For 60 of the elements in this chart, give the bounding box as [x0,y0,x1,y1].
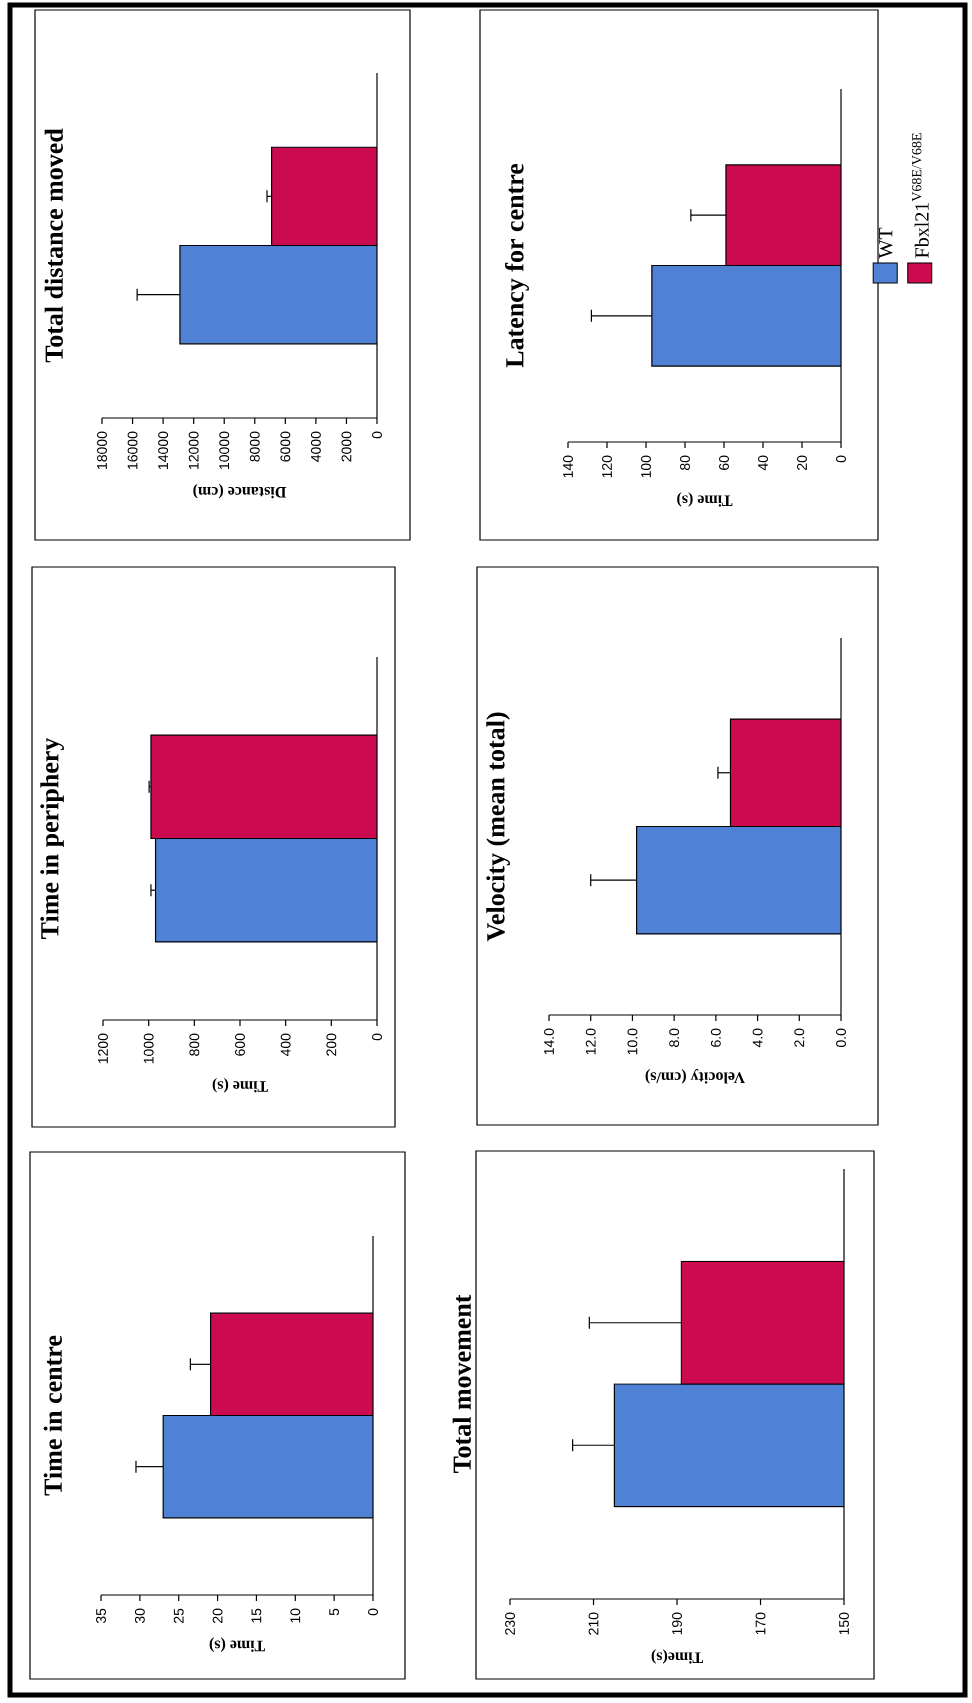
x-tick-label: 120 [602,455,612,478]
text: Latency for centre [505,163,529,368]
x-tick-label: 8000 [249,431,260,462]
x-tick-label: 800 [189,1033,200,1056]
x-tick-label: 80 [680,455,690,471]
x-tick-label: 5 [329,1608,340,1616]
text: Fbxl21$^{V68E/V68E}$ [911,133,929,258]
x-tick-label: 6.0 [710,1028,721,1047]
x-tick-label: 190 [672,1612,682,1635]
text: Total movement [452,1294,471,1474]
x-tick-label: 14000 [158,431,169,469]
x-tick-label: 15 [251,1608,262,1623]
x-tick-label: 0 [372,431,382,439]
x-tick-label: 0 [372,1033,382,1041]
x-axis-title: Time (s) [677,492,733,507]
text: Time in periphery [40,737,64,939]
x-tick-label: 10 [290,1608,301,1623]
x-tick-label: 100 [641,455,651,478]
x-tick-label: 8.0 [669,1028,680,1047]
x-tick-label: 16000 [127,431,138,469]
x-tick-label: 4.0 [752,1028,763,1048]
x-tick-label: 10000 [219,431,230,469]
x-tick-label: 18000 [97,431,107,469]
x-tick-label: 210 [588,1612,599,1635]
x-tick-label: 2000 [341,431,352,462]
x-tick-label: 170 [755,1612,766,1635]
x-tick-label: 230 [505,1612,515,1635]
x-tick-label: 0.0 [836,1028,846,1047]
x-tick-label: 2.0 [794,1028,805,1047]
x-tick-label: 14.0 [544,1028,554,1055]
x-tick-label: 35 [96,1608,106,1624]
x-tick-label: 10.0 [627,1028,638,1055]
x-tick-label: 30 [134,1608,145,1624]
x-tick-label: 400 [280,1033,291,1057]
x-tick-label: 12.0 [585,1028,596,1055]
x-tick-label: 40 [758,455,768,471]
x-tick-label: 4000 [310,431,321,462]
x-axis-title: Velocity (cm/s) [645,1069,745,1084]
x-tick-label: 0 [368,1608,378,1616]
text: WT [879,227,893,259]
x-axis-title: Time (s) [209,1637,265,1652]
x-tick-label: 200 [326,1033,337,1056]
x-tick-label: 6000 [280,431,291,462]
x-tick-label: 600 [235,1033,245,1056]
x-tick-label: 0 [836,455,846,463]
x-tick-label: 12000 [188,431,199,469]
x-tick-label: 60 [719,455,729,470]
x-axis-title: Distance (cm) [193,483,287,499]
x-tick-label: 1200 [98,1033,108,1064]
x-tick-label: 20 [797,455,807,470]
x-tick-label: 25 [173,1608,184,1623]
x-axis-title: Time (s) [212,1077,268,1093]
text: Velocity (mean total) [486,712,510,942]
text: Total distance moved [44,128,63,363]
x-tick-label: 1000 [143,1033,154,1064]
x-axis-title: Time(s) [651,1649,703,1664]
x-tick-label: 20 [212,1608,223,1623]
text: Time in centre [43,1335,62,1496]
x-tick-label: 140 [563,455,573,478]
x-tick-label: 150 [839,1612,849,1635]
